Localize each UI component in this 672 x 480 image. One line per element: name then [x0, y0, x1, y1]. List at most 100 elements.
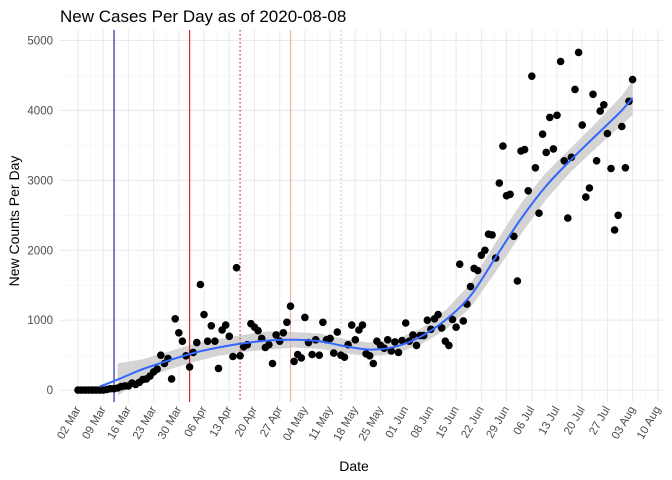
- data-point: [200, 310, 208, 319]
- data-point: [499, 142, 507, 150]
- data-point: [369, 359, 378, 368]
- x-axis-title: Date: [339, 458, 369, 474]
- data-point: [178, 337, 187, 346]
- x-tick-label: 06 Jul: [512, 405, 538, 438]
- data-point: [560, 157, 568, 165]
- data-point: [265, 340, 273, 349]
- data-point: [290, 357, 298, 366]
- data-point: [254, 326, 262, 335]
- data-point: [621, 164, 630, 172]
- x-tick-label: 04 May: [281, 404, 310, 443]
- data-point: [211, 337, 219, 346]
- data-point: [506, 190, 514, 199]
- y-tick-label: 2000: [27, 245, 53, 257]
- data-point: [153, 365, 161, 373]
- x-tick-label: 10 Aug: [635, 405, 663, 442]
- x-tick-label: 29 Jun: [484, 405, 512, 441]
- data-point: [618, 122, 626, 131]
- trend-band-layer: [117, 81, 633, 396]
- data-point: [301, 313, 309, 322]
- data-point: [412, 341, 421, 350]
- data-point: [466, 282, 475, 291]
- data-point: [308, 350, 316, 359]
- trend-line: [99, 97, 634, 388]
- data-point: [535, 209, 543, 217]
- y-tick-label: 4000: [27, 105, 53, 117]
- data-point: [578, 121, 586, 129]
- data-point: [445, 341, 453, 350]
- data-point: [488, 231, 496, 239]
- y-axis-ticks: 0 1000 2000 3000 4000 5000: [27, 35, 53, 397]
- data-point: [365, 352, 374, 360]
- y-tick-label: 1000: [27, 315, 53, 327]
- x-tick-label: 01 Jun: [384, 405, 412, 441]
- x-tick-label: 20 Jul: [562, 405, 588, 438]
- data-point: [225, 332, 234, 341]
- data-point: [524, 187, 532, 195]
- x-tick-label: 22 Jun: [459, 405, 487, 441]
- data-point: [614, 211, 622, 220]
- data-point: [564, 214, 572, 222]
- data-point: [495, 179, 504, 187]
- data-point: [437, 324, 446, 332]
- y-tick-label: 5000: [27, 35, 53, 47]
- trend-confidence-band: [117, 81, 633, 396]
- x-tick-label: 06 Apr: [183, 404, 210, 439]
- data-point: [351, 336, 360, 344]
- data-point: [409, 331, 417, 339]
- data-point: [340, 353, 349, 362]
- x-tick-label: 27 Apr: [258, 404, 285, 439]
- data-point: [434, 310, 442, 319]
- data-point: [592, 157, 601, 165]
- data-point: [232, 263, 241, 272]
- data-point: [473, 266, 482, 275]
- data-point: [326, 334, 334, 343]
- data-point: [481, 246, 489, 255]
- data-point: [167, 375, 176, 383]
- x-tick-label: 13 Apr: [208, 404, 235, 439]
- data-point: [571, 85, 579, 94]
- data-point: [203, 337, 212, 346]
- data-point: [401, 319, 410, 327]
- chart-title: New Cases Per Day as of 2020-08-08: [60, 7, 346, 26]
- data-point: [221, 321, 230, 329]
- data-point: [398, 336, 406, 345]
- data-point: [567, 153, 576, 162]
- data-point: [549, 145, 558, 153]
- data-point: [538, 130, 547, 138]
- data-point: [574, 48, 583, 57]
- data-point: [268, 359, 277, 368]
- data-point: [236, 352, 244, 360]
- data-point: [229, 352, 237, 361]
- data-point: [603, 129, 612, 138]
- data-point: [391, 338, 399, 346]
- data-point: [329, 349, 338, 357]
- data-point: [513, 277, 522, 285]
- data-point: [286, 302, 295, 311]
- trend-line-layer: [99, 97, 634, 388]
- data-point: [279, 329, 288, 337]
- data-point: [185, 363, 194, 371]
- data-point: [275, 337, 284, 346]
- data-point: [423, 316, 432, 325]
- x-tick-label: 08 Jun: [409, 405, 437, 441]
- data-point: [319, 318, 327, 327]
- data-point: [171, 315, 179, 323]
- data-point: [531, 164, 540, 172]
- data-point: [528, 72, 536, 80]
- data-point: [610, 226, 619, 234]
- y-axis-title: New Counts Per Day: [6, 156, 22, 287]
- data-point: [553, 111, 561, 120]
- data-point: [455, 260, 464, 269]
- data-point: [207, 322, 216, 330]
- data-point: [582, 193, 590, 201]
- data-point: [383, 336, 392, 344]
- data-point: [272, 331, 280, 339]
- data-point: [315, 351, 324, 360]
- data-point: [283, 318, 291, 327]
- data-point: [585, 184, 594, 192]
- x-tick-label: 27 Jul: [587, 405, 613, 438]
